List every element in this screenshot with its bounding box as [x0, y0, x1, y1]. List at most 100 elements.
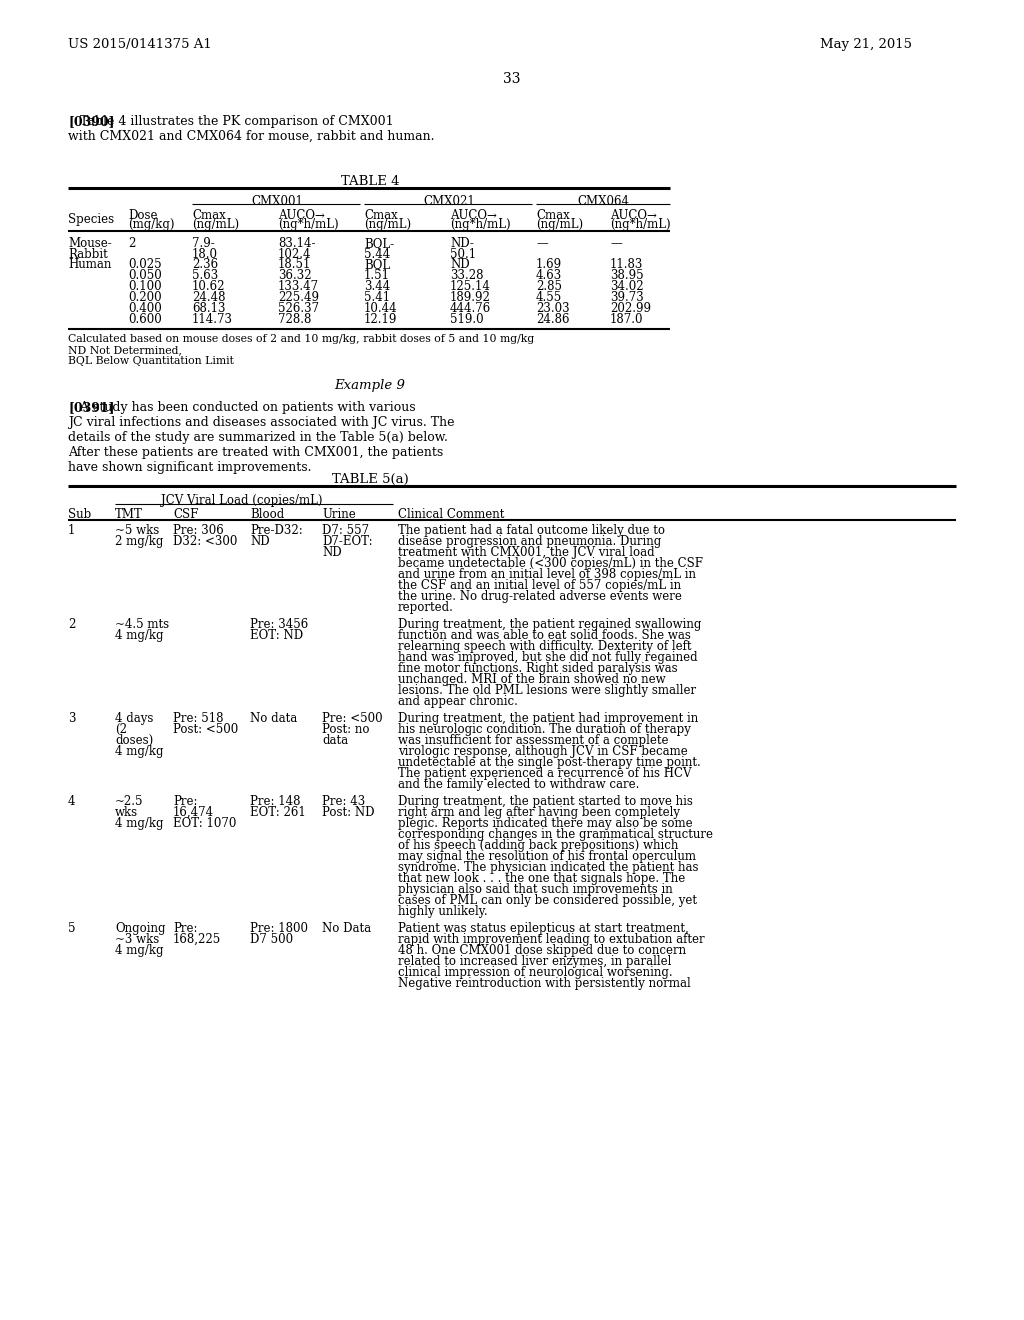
Text: (ng/mL): (ng/mL) [364, 218, 411, 231]
Text: Rabbit: Rabbit [68, 248, 108, 261]
Text: 2.85: 2.85 [536, 280, 562, 293]
Text: 4 mg/kg: 4 mg/kg [115, 944, 164, 957]
Text: BQL: BQL [364, 257, 390, 271]
Text: physician also said that such improvements in: physician also said that such improvemen… [398, 883, 673, 896]
Text: 48 h. One CMX001 dose skipped due to concern: 48 h. One CMX001 dose skipped due to con… [398, 944, 686, 957]
Text: Pre: 148: Pre: 148 [250, 795, 300, 808]
Text: rapid with improvement leading to extubation after: rapid with improvement leading to extuba… [398, 933, 705, 946]
Text: 133.47: 133.47 [278, 280, 319, 293]
Text: BQL Below Quantitation Limit: BQL Below Quantitation Limit [68, 356, 233, 366]
Text: ND: ND [250, 535, 269, 548]
Text: undetectable at the single post-therapy time point.: undetectable at the single post-therapy … [398, 756, 700, 770]
Text: Pre: 43: Pre: 43 [322, 795, 366, 808]
Text: [0391]: [0391] [68, 401, 115, 414]
Text: 526.37: 526.37 [278, 302, 319, 315]
Text: 4 mg/kg: 4 mg/kg [115, 630, 164, 642]
Text: 7.9-: 7.9- [193, 238, 215, 249]
Text: 1: 1 [68, 524, 76, 537]
Text: 33: 33 [503, 73, 521, 86]
Text: 12.19: 12.19 [364, 313, 397, 326]
Text: became undetectable (<300 copies/mL) in the CSF: became undetectable (<300 copies/mL) in … [398, 557, 703, 570]
Text: 10.62: 10.62 [193, 280, 225, 293]
Text: D7 500: D7 500 [250, 933, 293, 946]
Text: fine motor functions. Right sided paralysis was: fine motor functions. Right sided paraly… [398, 663, 678, 675]
Text: 3.44: 3.44 [364, 280, 390, 293]
Text: May 21, 2015: May 21, 2015 [820, 38, 912, 51]
Text: Pre:: Pre: [173, 795, 198, 808]
Text: D7-EOT:: D7-EOT: [322, 535, 373, 548]
Text: and the family elected to withdraw care.: and the family elected to withdraw care. [398, 777, 639, 791]
Text: relearning speech with difficulty. Dexterity of left: relearning speech with difficulty. Dexte… [398, 640, 691, 653]
Text: hand was improved, but she did not fully regained: hand was improved, but she did not fully… [398, 651, 697, 664]
Text: and urine from an initial level of 398 copies/mL in: and urine from an initial level of 398 c… [398, 568, 696, 581]
Text: 2.36: 2.36 [193, 257, 218, 271]
Text: 4.55: 4.55 [536, 290, 562, 304]
Text: TABLE 4: TABLE 4 [341, 176, 399, 187]
Text: D7: 557: D7: 557 [322, 524, 369, 537]
Text: ND: ND [450, 257, 470, 271]
Text: virologic response, although JCV in CSF became: virologic response, although JCV in CSF … [398, 744, 688, 758]
Text: 36.32: 36.32 [278, 269, 311, 282]
Text: 5.44: 5.44 [364, 248, 390, 261]
Text: 1.51: 1.51 [364, 269, 390, 282]
Text: 4 days: 4 days [115, 711, 154, 725]
Text: CSF: CSF [173, 508, 199, 521]
Text: may signal the resolution of his frontal operculum: may signal the resolution of his frontal… [398, 850, 696, 863]
Text: reported.: reported. [398, 601, 454, 614]
Text: ~5 wks: ~5 wks [115, 524, 160, 537]
Text: Species: Species [68, 213, 114, 226]
Text: 68.13: 68.13 [193, 302, 225, 315]
Text: 5.41: 5.41 [364, 290, 390, 304]
Text: 125.14: 125.14 [450, 280, 490, 293]
Text: 38.95: 38.95 [610, 269, 644, 282]
Text: syndrome. The physician indicated the patient has: syndrome. The physician indicated the pa… [398, 861, 698, 874]
Text: (ng*h/mL): (ng*h/mL) [610, 218, 671, 231]
Text: 114.73: 114.73 [193, 313, 233, 326]
Text: Blood: Blood [250, 508, 285, 521]
Text: 0.400: 0.400 [128, 302, 162, 315]
Text: AUCO→: AUCO→ [610, 209, 656, 222]
Text: 2 mg/kg: 2 mg/kg [115, 535, 164, 548]
Text: 5.63: 5.63 [193, 269, 218, 282]
Text: Urine: Urine [322, 508, 355, 521]
Text: 24.86: 24.86 [536, 313, 569, 326]
Text: (ng*h/mL): (ng*h/mL) [450, 218, 511, 231]
Text: 168,225: 168,225 [173, 933, 221, 946]
Text: 18.0: 18.0 [193, 248, 218, 261]
Text: 23.03: 23.03 [536, 302, 569, 315]
Text: cases of PML can only be considered possible, yet: cases of PML can only be considered poss… [398, 894, 697, 907]
Text: During treatment, the patient started to move his: During treatment, the patient started to… [398, 795, 693, 808]
Text: JCV Viral Load (copies/mL): JCV Viral Load (copies/mL) [161, 494, 323, 507]
Text: [0390]: [0390] [68, 115, 115, 128]
Text: 2: 2 [128, 238, 135, 249]
Text: The patient had a fatal outcome likely due to: The patient had a fatal outcome likely d… [398, 524, 665, 537]
Text: 728.8: 728.8 [278, 313, 311, 326]
Text: Pre: <500: Pre: <500 [322, 711, 383, 725]
Text: wks: wks [115, 807, 138, 818]
Text: D32: <300: D32: <300 [173, 535, 238, 548]
Text: The patient experienced a recurrence of his HCV: The patient experienced a recurrence of … [398, 767, 691, 780]
Text: (ng/mL): (ng/mL) [193, 218, 240, 231]
Text: Cmax: Cmax [193, 209, 225, 222]
Text: 2: 2 [68, 618, 76, 631]
Text: 102.4: 102.4 [278, 248, 311, 261]
Text: function and was able to eat solid foods. She was: function and was able to eat solid foods… [398, 630, 691, 642]
Text: Human: Human [68, 257, 112, 271]
Text: unchanged. MRI of the brain showed no new: unchanged. MRI of the brain showed no ne… [398, 673, 666, 686]
Text: During treatment, the patient regained swallowing: During treatment, the patient regained s… [398, 618, 701, 631]
Text: Post: ND: Post: ND [322, 807, 375, 818]
Text: EOT: 1070: EOT: 1070 [173, 817, 237, 830]
Text: 5: 5 [68, 921, 76, 935]
Text: 0.200: 0.200 [128, 290, 162, 304]
Text: 519.0: 519.0 [450, 313, 483, 326]
Text: doses): doses) [115, 734, 154, 747]
Text: 0.600: 0.600 [128, 313, 162, 326]
Text: Pre: 306: Pre: 306 [173, 524, 224, 537]
Text: AUCO→: AUCO→ [450, 209, 497, 222]
Text: 444.76: 444.76 [450, 302, 492, 315]
Text: ND: ND [322, 546, 342, 558]
Text: disease progression and pneumonia. During: disease progression and pneumonia. Durin… [398, 535, 662, 548]
Text: Sub: Sub [68, 508, 91, 521]
Text: 225.49: 225.49 [278, 290, 319, 304]
Text: his neurologic condition. The duration of therapy: his neurologic condition. The duration o… [398, 723, 691, 737]
